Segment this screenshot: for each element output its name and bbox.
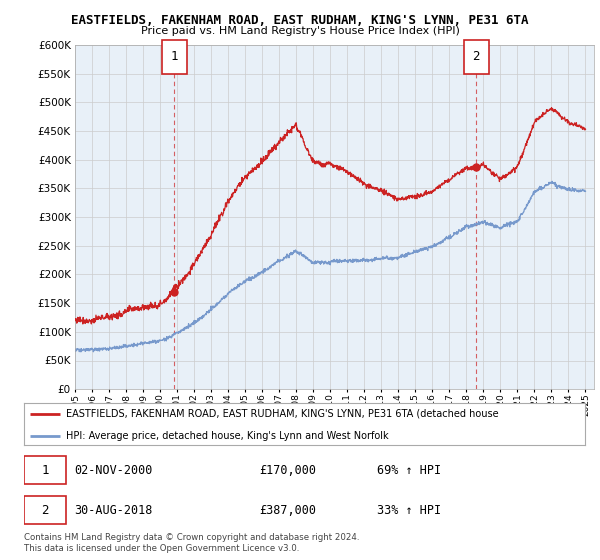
FancyBboxPatch shape: [24, 456, 66, 484]
Text: 33% ↑ HPI: 33% ↑ HPI: [377, 504, 442, 517]
Text: 30-AUG-2018: 30-AUG-2018: [74, 504, 153, 517]
FancyBboxPatch shape: [162, 40, 187, 74]
Text: 1: 1: [170, 50, 178, 63]
Text: £387,000: £387,000: [260, 504, 317, 517]
Text: EASTFIELDS, FAKENHAM ROAD, EAST RUDHAM, KING'S LYNN, PE31 6TA (detached house: EASTFIELDS, FAKENHAM ROAD, EAST RUDHAM, …: [66, 409, 499, 419]
Text: EASTFIELDS, FAKENHAM ROAD, EAST RUDHAM, KING'S LYNN, PE31 6TA: EASTFIELDS, FAKENHAM ROAD, EAST RUDHAM, …: [71, 14, 529, 27]
Text: 2: 2: [472, 50, 480, 63]
Text: HPI: Average price, detached house, King's Lynn and West Norfolk: HPI: Average price, detached house, King…: [66, 431, 389, 441]
Text: Contains HM Land Registry data © Crown copyright and database right 2024.
This d: Contains HM Land Registry data © Crown c…: [24, 533, 359, 553]
Text: 69% ↑ HPI: 69% ↑ HPI: [377, 464, 442, 477]
Text: £170,000: £170,000: [260, 464, 317, 477]
FancyBboxPatch shape: [464, 40, 489, 74]
Text: 1: 1: [41, 464, 49, 477]
Text: 02-NOV-2000: 02-NOV-2000: [74, 464, 153, 477]
FancyBboxPatch shape: [24, 496, 66, 524]
Text: 2: 2: [41, 504, 49, 517]
Text: Price paid vs. HM Land Registry's House Price Index (HPI): Price paid vs. HM Land Registry's House …: [140, 26, 460, 36]
